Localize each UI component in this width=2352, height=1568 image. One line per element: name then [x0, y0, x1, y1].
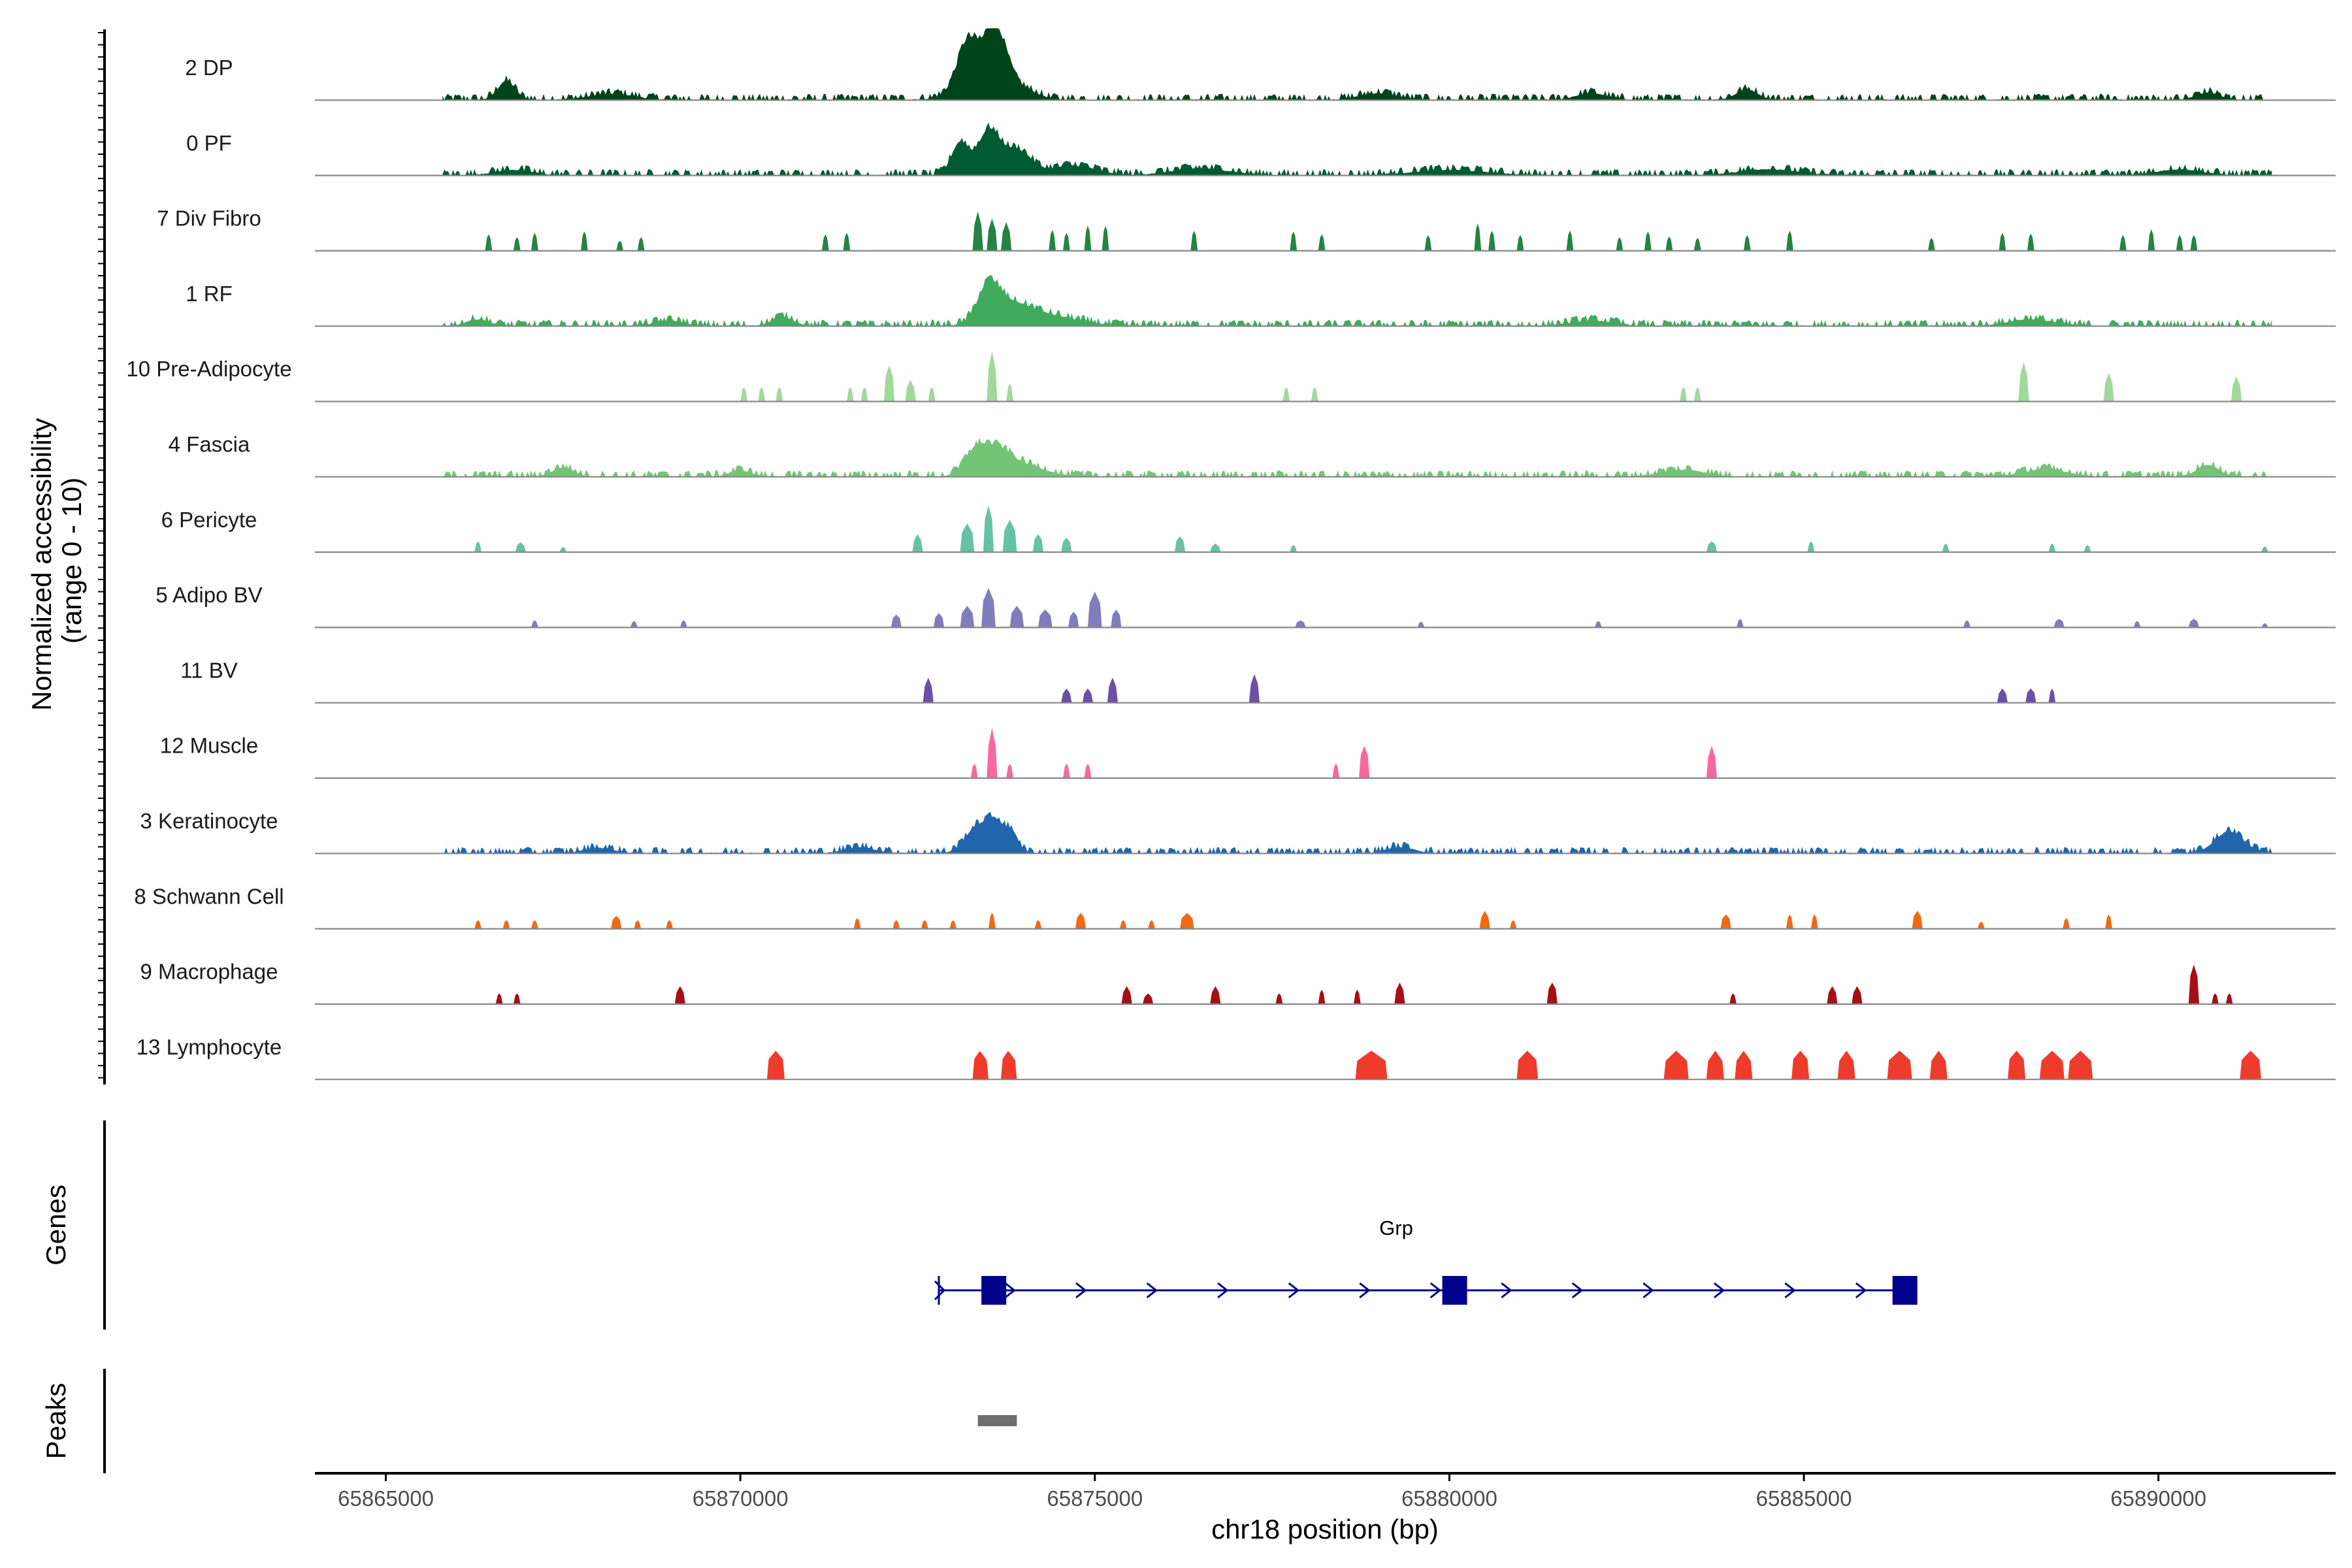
coverage-area [442, 438, 2272, 477]
coverage-area [315, 728, 2336, 778]
x-tick-label: 65875000 [1047, 1486, 1143, 1511]
peaks-panel-label: Peaks [41, 1383, 71, 1460]
track-label: 8 Schwann Cell [134, 884, 284, 908]
x-axis-ticks: 65865000 65870000 65875000 65880000 65885000… [338, 1473, 2206, 1511]
peaks-track [977, 1415, 1017, 1426]
track-label: 6 Pericyte [161, 508, 257, 532]
coverage-area [442, 275, 2272, 327]
track-0-pf: 0 PF [186, 122, 2336, 176]
strand-arrow [1642, 1282, 1654, 1299]
strand-arrow [1855, 1282, 1867, 1299]
strand-arrow [1146, 1282, 1158, 1299]
x-axis-title: chr18 position (bp) [1211, 1514, 1439, 1544]
coverage-area [442, 28, 2265, 101]
track-11-bv: 11 BV [180, 658, 2336, 704]
track-6-pericyte: 6 Pericyte [161, 505, 2336, 553]
genes-panel-label: Genes [41, 1184, 71, 1266]
track-3-keratinocyte: 3 Keratinocyte [140, 809, 2336, 855]
x-tick-label: 65890000 [2110, 1486, 2206, 1511]
coverage-area [315, 505, 2336, 553]
track-9-macrophage: 9 Macrophage [140, 960, 2336, 1005]
track-label: 1 RF [186, 282, 233, 306]
track-label: 2 DP [185, 56, 233, 80]
coverage-area [315, 911, 2336, 929]
coverage-area [442, 122, 2272, 176]
strand-arrow [1288, 1282, 1300, 1299]
strand-arrow [1217, 1282, 1229, 1299]
coverage-area [315, 211, 2336, 251]
track-10-pre-adipocyte: 10 Pre-Adipocyte [126, 351, 2336, 402]
gene-track: Grp [934, 1217, 1918, 1305]
coverage-area [315, 587, 2336, 628]
strand-arrow [1501, 1282, 1512, 1299]
x-tick-label: 65870000 [693, 1486, 789, 1511]
strand-arrow [1429, 1282, 1442, 1299]
gene-exon [1892, 1276, 1918, 1305]
track-label: 0 PF [186, 131, 232, 155]
coverage-area [315, 674, 2336, 703]
coverage-tracks: 2 DP 0 PF 7 Div Fibro 1 RF 10 Pre-Adipocyte 4… [126, 28, 2336, 1081]
strand-arrow [1571, 1282, 1584, 1299]
track-label: 4 Fascia [169, 433, 250, 457]
track-label: 7 Div Fibro [157, 206, 261, 231]
track-8-schwann-cell: 8 Schwann Cell [134, 884, 2336, 930]
strand-arrow [1004, 1282, 1016, 1299]
track-7-div-fibro: 7 Div Fibro [157, 206, 2336, 252]
track-4-fascia: 4 Fascia [169, 433, 2336, 478]
gene-exon [1442, 1276, 1467, 1305]
track-label: 3 Keratinocyte [140, 809, 278, 833]
strand-arrow [1359, 1282, 1371, 1299]
track-1-rf: 1 RF [186, 275, 2336, 327]
peak-region [977, 1415, 1017, 1426]
track-5-adipo-bv: 5 Adipo BV [155, 583, 2336, 629]
coverage-area [442, 811, 2272, 854]
strand-arrow [1713, 1282, 1725, 1299]
x-tick-label: 65880000 [1401, 1486, 1497, 1511]
gene-name: Grp [1379, 1217, 1413, 1239]
track-label: 11 BV [180, 658, 237, 682]
coverage-area [315, 964, 2336, 1004]
track-label: 10 Pre-Adipocyte [126, 357, 291, 381]
coverage-area [315, 351, 2336, 402]
strand-arrow [1784, 1282, 1796, 1299]
strand-arrow [1075, 1282, 1087, 1299]
gene-exon [981, 1276, 1007, 1305]
track-2-dp: 2 DP [185, 28, 2336, 101]
y-axis-title: Normalized accessibility (range 0 - 10) [26, 410, 87, 711]
track-12-muscle: 12 Muscle [160, 728, 2336, 779]
track-label: 9 Macrophage [140, 960, 278, 984]
track-label: 5 Adipo BV [155, 583, 262, 607]
track-13-lymphocyte: 13 Lymphocyte [137, 1035, 2336, 1081]
coverage-area [315, 1051, 2336, 1080]
x-tick-label: 65885000 [1756, 1486, 1852, 1511]
track-label: 12 Muscle [160, 734, 258, 758]
track-label: 13 Lymphocyte [137, 1035, 282, 1059]
x-tick-label: 65865000 [338, 1486, 434, 1511]
